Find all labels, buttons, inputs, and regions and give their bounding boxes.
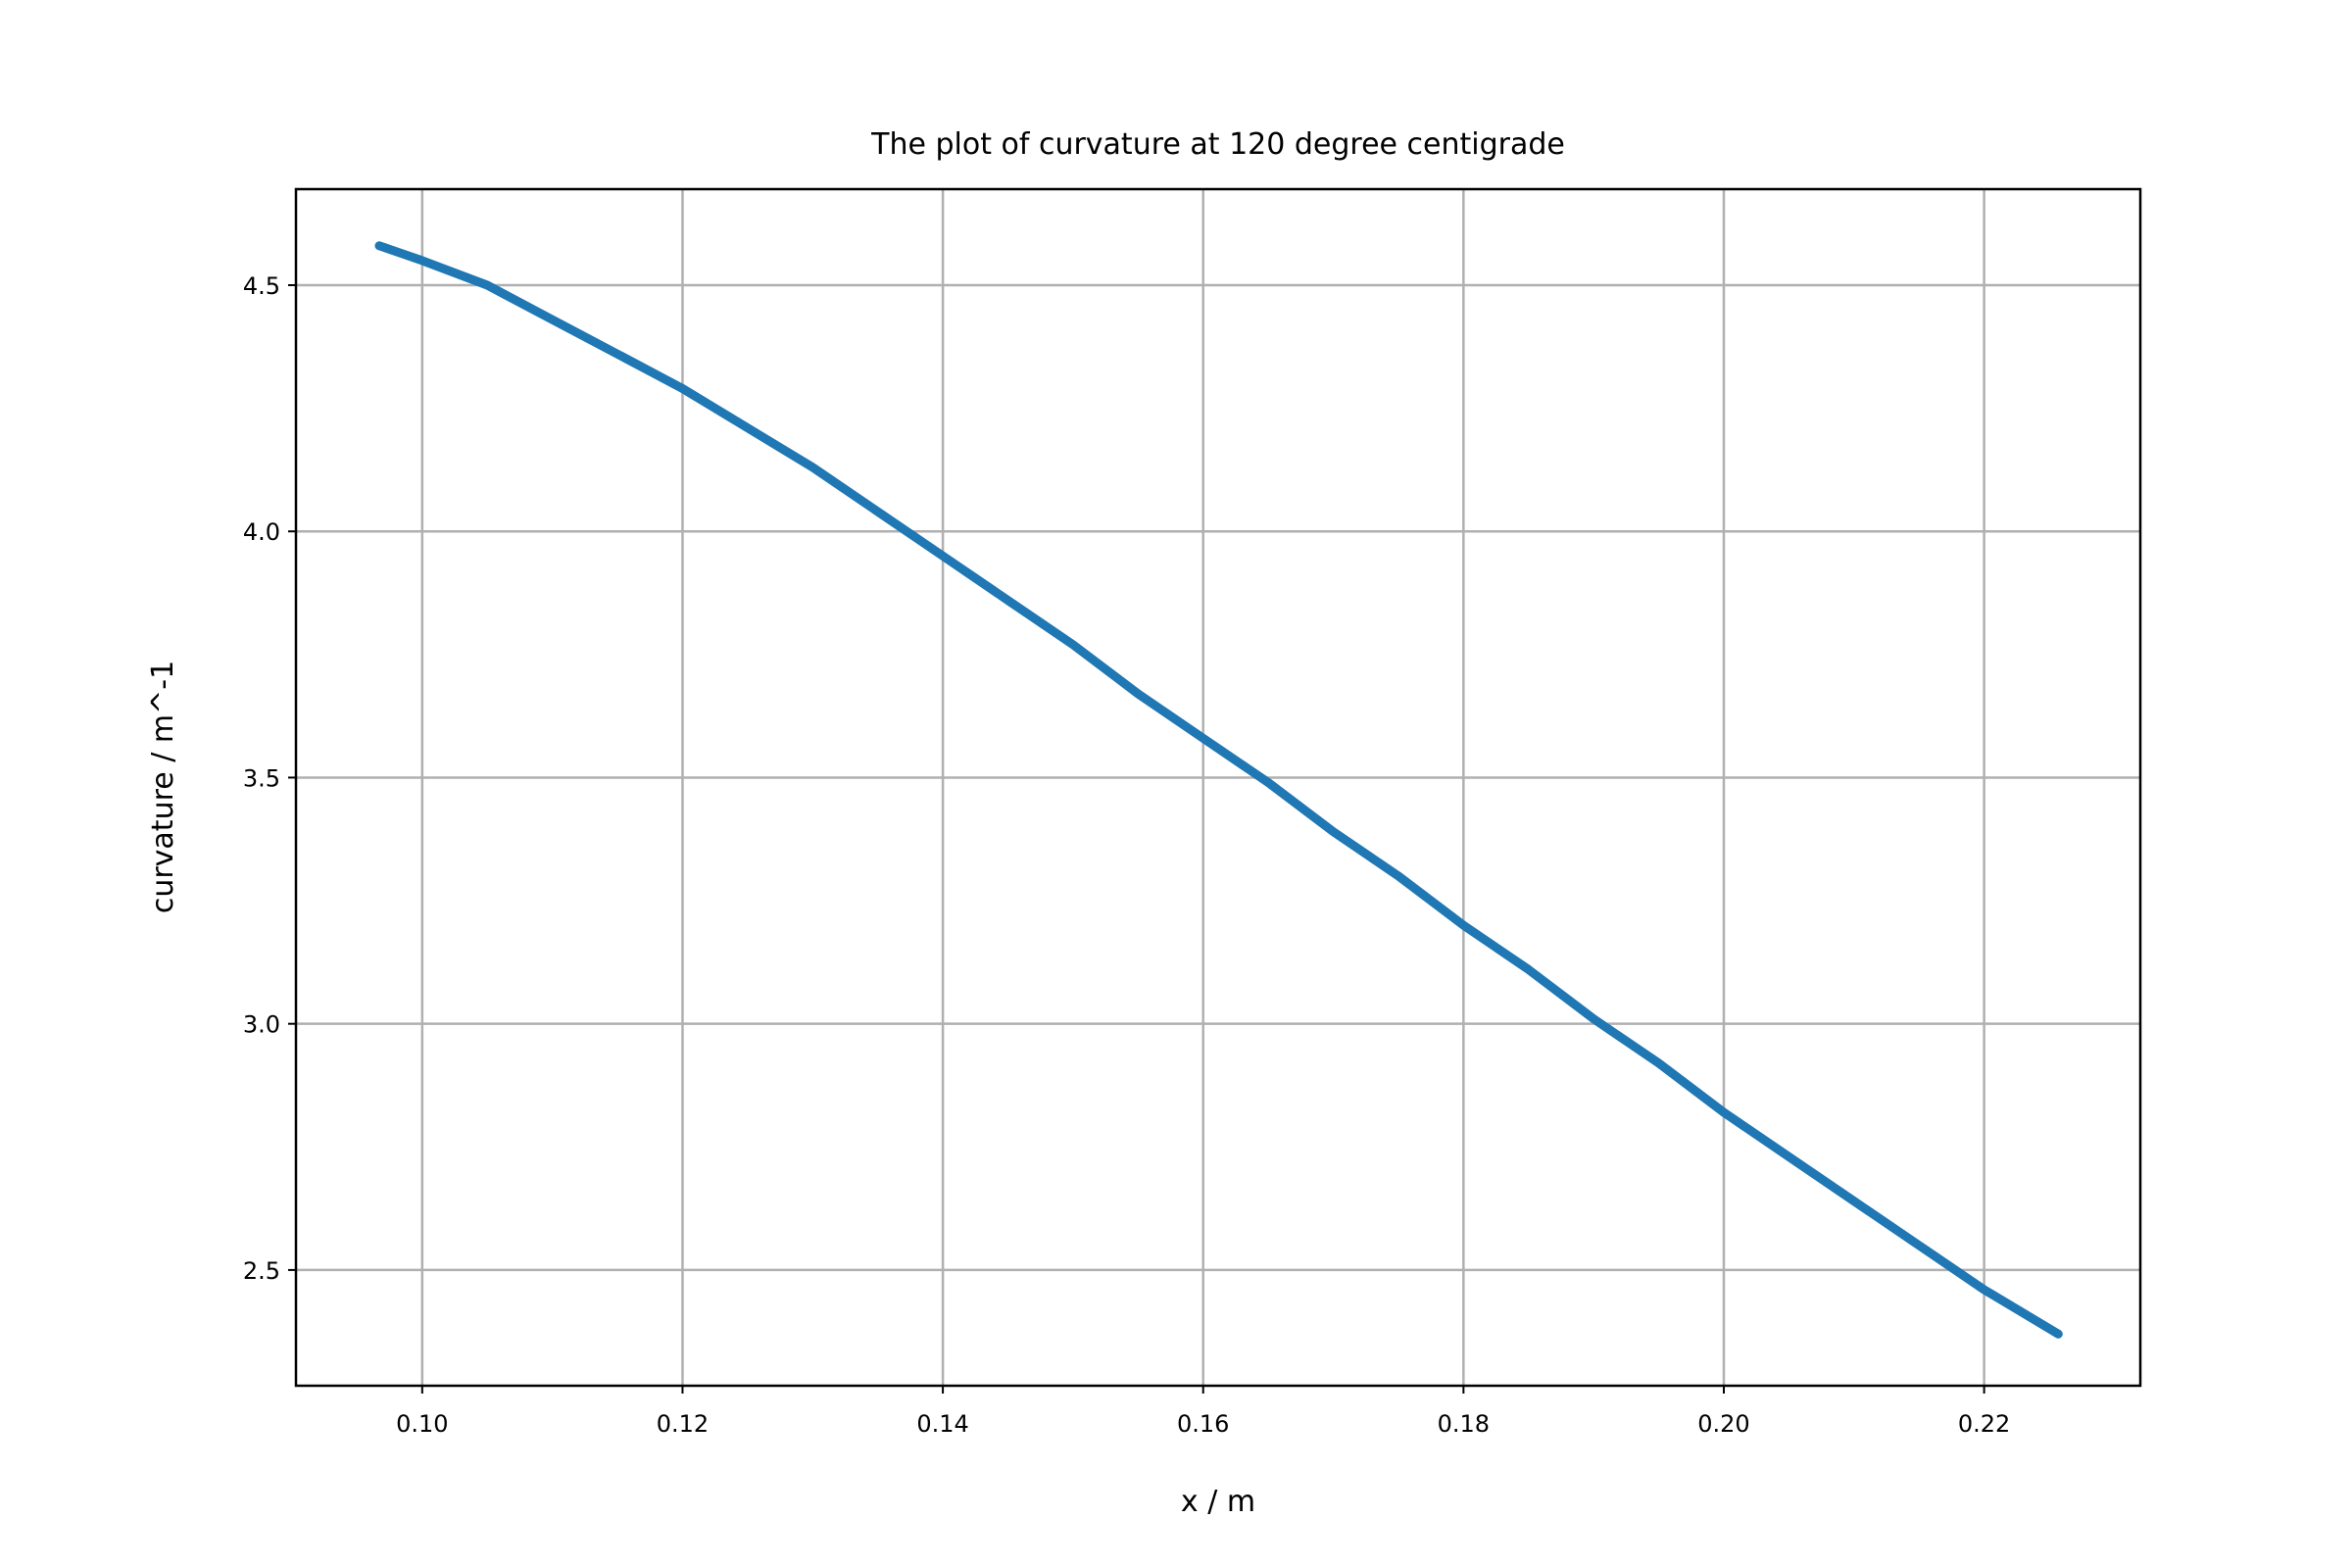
y-axis-label: curvature / m^-1 bbox=[146, 661, 180, 913]
series-line bbox=[374, 241, 2063, 1339]
ticks: 0.10 0.12 0.14 0.16 0.18 0.20 0.22 2.5 3.0 3.5 4.0… bbox=[243, 272, 2011, 1438]
x-tick-label: 0.22 bbox=[1958, 1410, 2010, 1438]
x-tick-label: 0.14 bbox=[916, 1410, 968, 1438]
x-tick-label: 0.10 bbox=[396, 1410, 448, 1438]
y-tick-label: 3.5 bbox=[243, 764, 280, 792]
x-tick-label: 0.20 bbox=[1697, 1410, 1749, 1438]
chart-title: The plot of curvature at 120 degree cent… bbox=[870, 127, 1565, 162]
series-layer bbox=[374, 241, 2063, 1339]
x-tick-label: 0.18 bbox=[1438, 1410, 1490, 1438]
x-tick-label: 0.12 bbox=[657, 1410, 709, 1438]
x-axis-label: x / m bbox=[1181, 1485, 1255, 1519]
y-tick-label: 3.0 bbox=[243, 1011, 280, 1039]
x-tick-label: 0.16 bbox=[1177, 1410, 1229, 1438]
plot-frame bbox=[294, 187, 2142, 1388]
y-tick-label: 2.5 bbox=[243, 1257, 280, 1285]
y-tick-label: 4.5 bbox=[243, 272, 280, 300]
y-tick-label: 4.0 bbox=[243, 518, 280, 546]
